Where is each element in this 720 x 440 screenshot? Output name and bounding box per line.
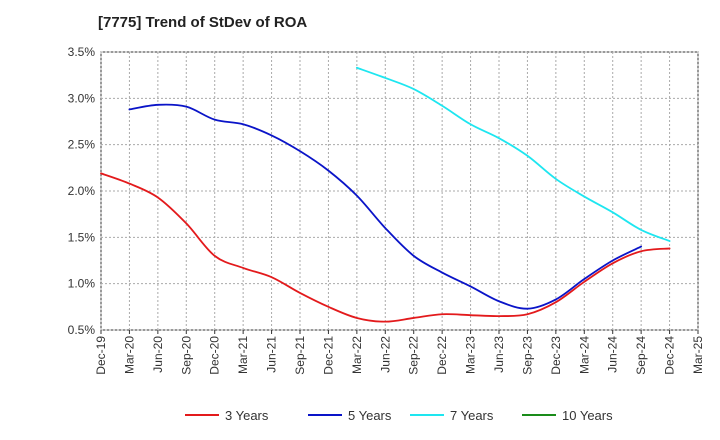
y-tick-label: 2.5% — [68, 138, 96, 152]
x-axis-ticks: Dec-19 Mar-20 Jun-20 Sep-20 Dec-20 Mar-21 Jun-… — [94, 336, 705, 375]
x-tick-label: Dec-21 — [321, 336, 335, 375]
x-tick-label: Jun-22 — [378, 336, 392, 373]
y-tick-label: 2.0% — [68, 184, 96, 198]
series-line-5-years — [128, 103, 643, 310]
y-tick-label: 3.0% — [68, 91, 96, 105]
x-tick-label: Jun-23 — [492, 336, 506, 373]
legend-label-10-years: 10 Years — [562, 408, 613, 423]
y-tick-label: 0.5% — [68, 323, 96, 337]
legend-label-3-years: 3 Years — [225, 408, 269, 423]
y-tick-label: 1.0% — [68, 277, 96, 291]
x-tick-label: Mar-25 — [691, 336, 705, 374]
series-line-3-years — [100, 172, 671, 323]
x-tick-label: Dec-23 — [549, 336, 563, 375]
x-tick-label: Jun-24 — [606, 336, 620, 373]
x-tick-label: Dec-22 — [435, 336, 449, 375]
legend-label-5-years: 5 Years — [348, 408, 392, 423]
x-tick-label: Sep-21 — [293, 336, 307, 375]
x-tick-label: Dec-19 — [94, 336, 108, 375]
x-tick-label: Dec-20 — [208, 336, 222, 375]
x-tick-label: Mar-24 — [577, 336, 591, 374]
x-tick-label: Dec-24 — [663, 336, 677, 375]
x-tick-label: Sep-24 — [634, 336, 648, 375]
y-axis-ticks: 0.5% 1.0% 1.5% 2.0% 2.5% 3.0% 3.5% — [68, 45, 96, 337]
legend-label-7-years: 7 Years — [450, 408, 494, 423]
x-tick-label: Sep-23 — [520, 336, 534, 375]
y-tick-label: 3.5% — [68, 45, 96, 59]
x-tick-label: Mar-20 — [122, 336, 136, 374]
legend: 3 Years 5 Years 7 Years 10 Years — [185, 408, 613, 423]
x-tick-label: Mar-23 — [464, 336, 478, 374]
series-line-7-years — [355, 66, 671, 242]
grid-lines — [100, 51, 699, 334]
chart-title: [7775] Trend of StDev of ROA — [98, 14, 308, 31]
x-tick-label: Mar-21 — [236, 336, 250, 374]
y-tick-label: 1.5% — [68, 230, 96, 244]
x-tick-label: Sep-20 — [179, 336, 193, 375]
series-lines — [100, 66, 671, 323]
x-tick-label: Sep-22 — [407, 336, 421, 375]
x-tick-label: Jun-21 — [265, 336, 279, 373]
x-tick-label: Mar-22 — [350, 336, 364, 374]
x-tick-label: Jun-20 — [151, 336, 165, 373]
